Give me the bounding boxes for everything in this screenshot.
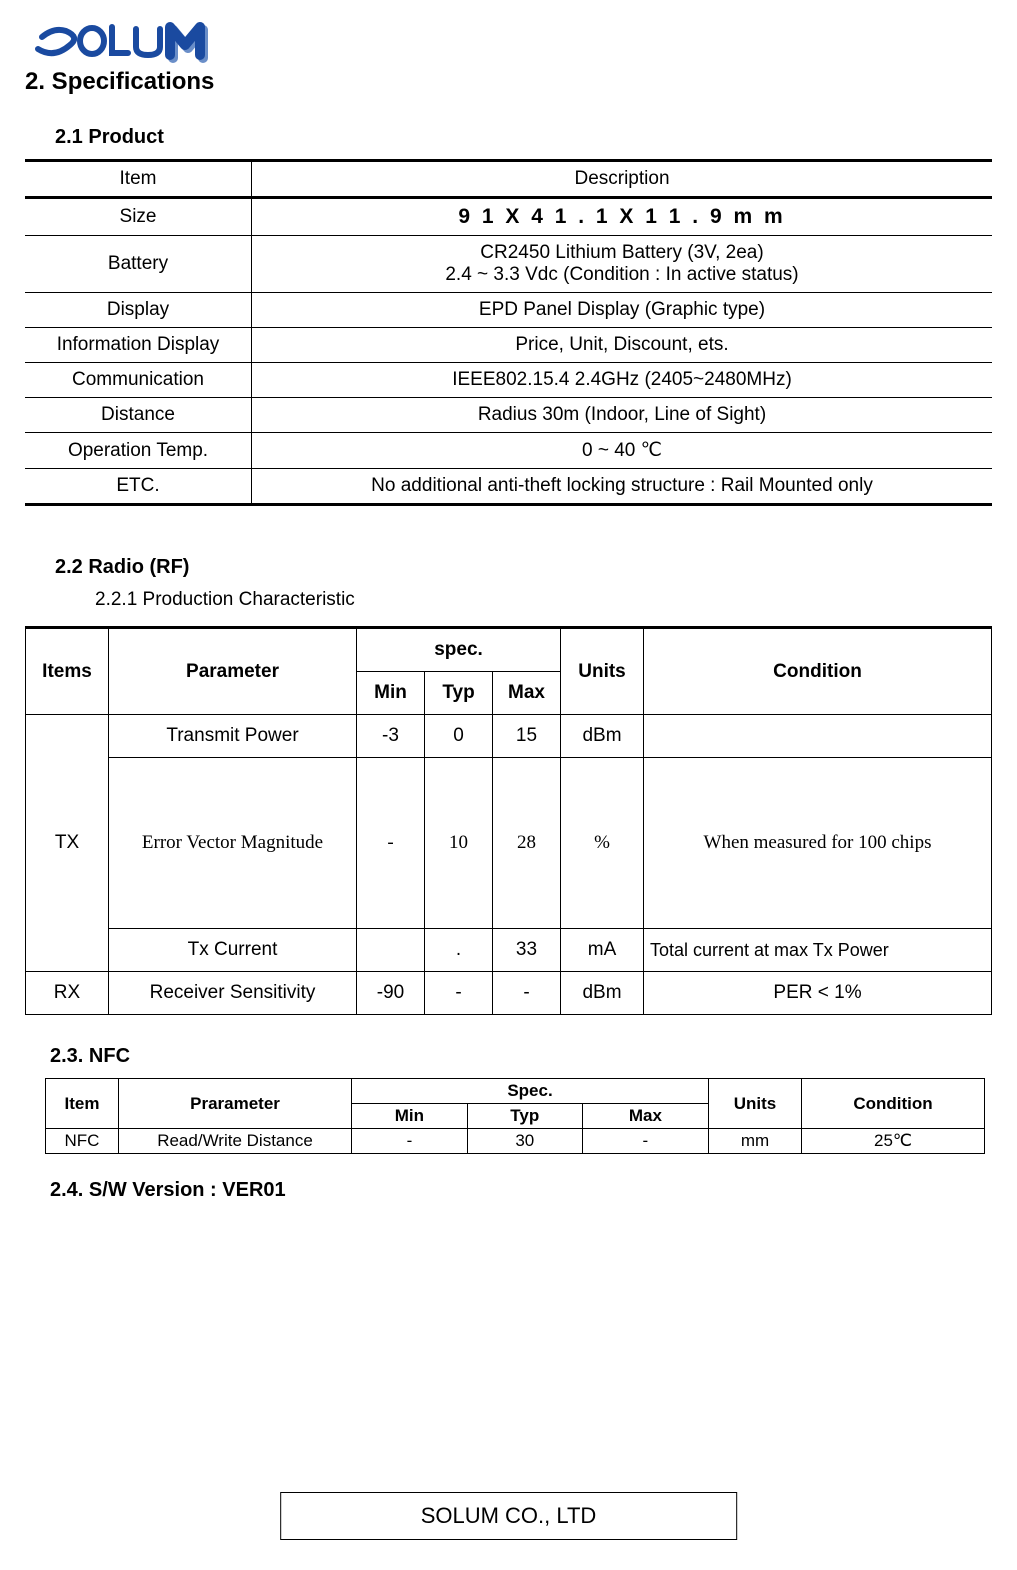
nfc-item: NFC	[46, 1129, 119, 1154]
product-desc: 0 ~ 40 ℃	[252, 433, 993, 469]
product-item: ETC.	[25, 469, 252, 505]
nfc-table: Item Prarameter Spec. Units Condition Mi…	[45, 1078, 985, 1154]
product-item: Operation Temp.	[25, 433, 252, 469]
rf-typ: 10	[425, 758, 493, 929]
product-item: Distance	[25, 398, 252, 433]
product-heading: 2.1 Product	[55, 126, 992, 149]
rf-cond	[644, 715, 992, 758]
nfc-hdr-item: Item	[46, 1079, 119, 1129]
nfc-cond: 25℃	[802, 1129, 985, 1154]
rf-typ: 0	[425, 715, 493, 758]
rf-min: -3	[357, 715, 425, 758]
nfc-param: Read/Write Distance	[119, 1129, 352, 1154]
rf-items: TX	[26, 715, 109, 972]
rf-min: -	[357, 758, 425, 929]
rf-max: 28	[493, 758, 561, 929]
nfc-heading: 2.3. NFC	[50, 1045, 992, 1068]
rf-cond: When measured for 100 chips	[644, 758, 992, 929]
nfc-hdr-param: Prarameter	[119, 1079, 352, 1129]
rf-max: 33	[493, 929, 561, 972]
rf-param: Receiver Sensitivity	[109, 972, 357, 1015]
rf-hdr-spec: spec.	[357, 628, 561, 672]
rf-units: dBm	[561, 715, 644, 758]
solum-logo	[30, 15, 992, 63]
product-col-item: Item	[25, 161, 252, 198]
section-title: 2. Specifications	[25, 68, 992, 96]
rf-hdr-min: Min	[357, 672, 425, 715]
nfc-units: mm	[709, 1129, 802, 1154]
nfc-hdr-typ: Typ	[467, 1104, 582, 1129]
rf-param: Error Vector Magnitude	[109, 758, 357, 929]
rf-hdr-units: Units	[561, 628, 644, 715]
nfc-min: -	[352, 1129, 468, 1154]
product-desc: 9 1 X 4 1 . 1 X 1 1 . 9 m m	[252, 198, 993, 236]
product-item: Communication	[25, 363, 252, 398]
rf-min	[357, 929, 425, 972]
product-item: Display	[25, 293, 252, 328]
rf-units: %	[561, 758, 644, 929]
rf-hdr-items: Items	[26, 628, 109, 715]
nfc-max: -	[582, 1129, 708, 1154]
sw-version-line: 2.4. S/W Version : VER01	[50, 1179, 992, 1202]
rf-hdr-max: Max	[493, 672, 561, 715]
product-desc: No additional anti-theft locking structu…	[252, 469, 993, 505]
rf-param: Transmit Power	[109, 715, 357, 758]
nfc-hdr-spec: Spec.	[352, 1079, 709, 1104]
rf-typ: .	[425, 929, 493, 972]
rf-cond: Total current at max Tx Power	[644, 929, 992, 972]
nfc-hdr-units: Units	[709, 1079, 802, 1129]
footer-company: SOLUM CO., LTD	[280, 1492, 738, 1540]
product-item: Size	[25, 198, 252, 236]
product-desc: IEEE802.15.4 2.4GHz (2405~2480MHz)	[252, 363, 993, 398]
rf-max: 15	[493, 715, 561, 758]
product-desc: EPD Panel Display (Graphic type)	[252, 293, 993, 328]
product-desc: Radius 30m (Indoor, Line of Sight)	[252, 398, 993, 433]
rf-items: RX	[26, 972, 109, 1015]
rf-typ: -	[425, 972, 493, 1015]
nfc-hdr-cond: Condition	[802, 1079, 985, 1129]
nfc-typ: 30	[467, 1129, 582, 1154]
rf-min: -90	[357, 972, 425, 1015]
product-col-desc: Description	[252, 161, 993, 198]
rf-hdr-cond: Condition	[644, 628, 992, 715]
rf-units: dBm	[561, 972, 644, 1015]
rf-cond: PER < 1%	[644, 972, 992, 1015]
rf-hdr-param: Parameter	[109, 628, 357, 715]
rf-heading: 2.2 Radio (RF)	[55, 556, 992, 579]
rf-subheading: 2.2.1 Production Characteristic	[95, 589, 992, 611]
product-desc: CR2450 Lithium Battery (3V, 2ea)2.4 ~ 3.…	[252, 236, 993, 293]
rf-table: Items Parameter spec. Units Condition Mi…	[25, 626, 992, 1015]
rf-hdr-typ: Typ	[425, 672, 493, 715]
product-item: Battery	[25, 236, 252, 293]
rf-param: Tx Current	[109, 929, 357, 972]
product-desc: Price, Unit, Discount, ets.	[252, 328, 993, 363]
product-item: Information Display	[25, 328, 252, 363]
rf-max: -	[493, 972, 561, 1015]
product-table: Item Description Size9 1 X 4 1 . 1 X 1 1…	[25, 159, 992, 506]
nfc-hdr-max: Max	[582, 1104, 708, 1129]
rf-units: mA	[561, 929, 644, 972]
nfc-hdr-min: Min	[352, 1104, 468, 1129]
